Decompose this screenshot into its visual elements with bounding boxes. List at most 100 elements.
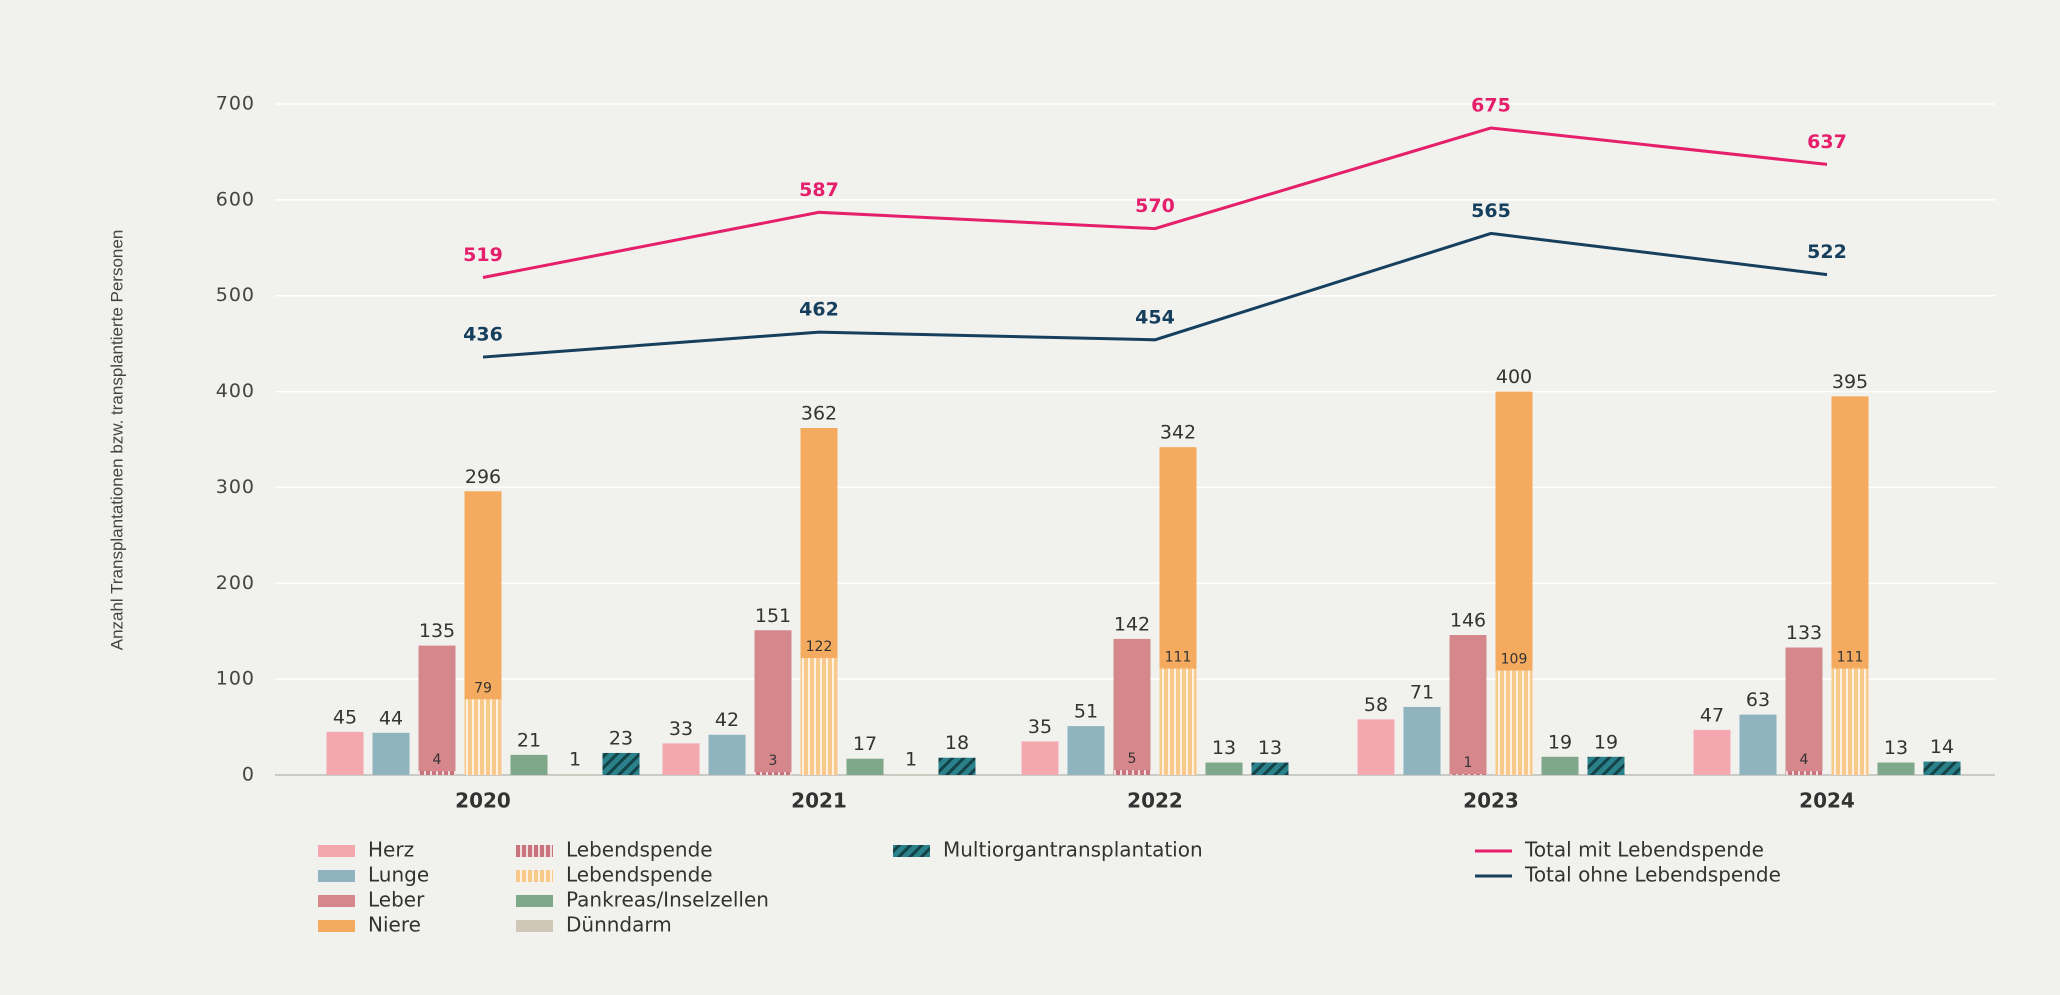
bar xyxy=(754,630,792,775)
data-label: 18 xyxy=(945,732,969,754)
data-label: 23 xyxy=(609,727,633,749)
bar xyxy=(1067,726,1105,775)
living-donation-label: 5 xyxy=(1128,751,1137,767)
living-donation-bar xyxy=(1831,668,1869,775)
living-donation-bar xyxy=(1495,670,1533,775)
x-tick-label: 2024 xyxy=(1799,789,1855,813)
data-label: 1 xyxy=(905,749,917,771)
legend-label: Total mit Lebendspende xyxy=(1524,838,1764,862)
line-label: 519 xyxy=(463,244,503,266)
living-donation-label: 4 xyxy=(1800,752,1809,768)
line-label: 565 xyxy=(1471,200,1511,222)
data-label: 33 xyxy=(669,718,693,740)
data-label: 400 xyxy=(1496,366,1532,388)
y-tick-label: 300 xyxy=(216,476,255,498)
legend-swatch xyxy=(516,920,553,932)
legend-label: Dünndarm xyxy=(566,913,672,937)
bar xyxy=(938,757,976,775)
bar xyxy=(1587,756,1625,775)
line-label: 436 xyxy=(463,324,503,346)
bar xyxy=(662,743,700,775)
data-label: 1 xyxy=(569,749,581,771)
living-donation-bar xyxy=(800,658,838,775)
data-label: 342 xyxy=(1160,422,1196,444)
living-donation-bar xyxy=(418,771,456,775)
bar xyxy=(1251,762,1289,775)
data-label: 133 xyxy=(1786,622,1822,644)
bar xyxy=(1693,729,1731,775)
x-tick-label: 2020 xyxy=(455,789,511,813)
bar xyxy=(892,774,930,775)
legend-swatch xyxy=(318,895,355,907)
legend-label: Total ohne Lebendspende xyxy=(1524,863,1781,887)
living-donation-bar xyxy=(1113,770,1151,775)
data-label: 395 xyxy=(1832,371,1868,393)
line-label: 570 xyxy=(1135,195,1175,217)
legend-label: Herz xyxy=(368,838,414,862)
data-label: 19 xyxy=(1548,731,1572,753)
legend-label: Multiorgantransplantation xyxy=(943,838,1203,862)
data-label: 51 xyxy=(1074,701,1098,723)
bar xyxy=(1403,706,1441,775)
data-label: 13 xyxy=(1258,737,1282,759)
y-tick-label: 500 xyxy=(216,284,255,306)
x-tick-label: 2021 xyxy=(791,789,847,813)
living-donation-bar xyxy=(1785,771,1823,775)
living-donation-label: 3 xyxy=(769,753,778,769)
legend-swatch xyxy=(516,895,553,907)
legend-label: Pankreas/Inselzellen xyxy=(566,888,769,912)
legend-swatch xyxy=(318,870,355,882)
line-label: 675 xyxy=(1471,94,1511,116)
line-label: 522 xyxy=(1807,241,1847,263)
data-label: 17 xyxy=(853,733,877,755)
data-label: 142 xyxy=(1114,613,1150,635)
data-label: 135 xyxy=(419,620,455,642)
data-label: 296 xyxy=(465,466,501,488)
x-tick-label: 2023 xyxy=(1463,789,1519,813)
legend-swatch xyxy=(516,870,553,882)
living-donation-label: 109 xyxy=(1501,652,1528,668)
bar xyxy=(556,774,594,775)
legend-label: Leber xyxy=(368,888,425,912)
y-tick-label: 600 xyxy=(216,188,255,210)
y-tick-label: 700 xyxy=(216,93,255,115)
legend-swatch xyxy=(516,845,553,857)
line xyxy=(482,126,1828,279)
data-label: 13 xyxy=(1212,737,1236,759)
bar xyxy=(1205,762,1243,775)
bar xyxy=(602,752,640,775)
living-donation-label: 1 xyxy=(1464,755,1473,771)
line-label: 587 xyxy=(799,179,839,201)
living-donation-label: 122 xyxy=(806,639,833,655)
living-donation-bar xyxy=(754,772,792,775)
legend-label: Lebendspende xyxy=(566,863,713,887)
x-tick-label: 2022 xyxy=(1127,789,1183,813)
bar xyxy=(326,731,364,775)
living-donation-bar xyxy=(464,699,502,775)
line-label: 637 xyxy=(1807,131,1847,153)
legend-label: Niere xyxy=(368,913,421,937)
legend-swatch xyxy=(318,845,355,857)
bar xyxy=(372,732,410,775)
bar xyxy=(1923,761,1961,775)
data-label: 71 xyxy=(1410,681,1434,703)
y-tick-label: 200 xyxy=(216,572,255,594)
y-tick-label: 100 xyxy=(216,668,255,690)
data-label: 19 xyxy=(1594,731,1618,753)
y-tick-label: 400 xyxy=(216,380,255,402)
bar xyxy=(510,754,548,775)
living-donation-label: 111 xyxy=(1837,650,1864,666)
bar xyxy=(1785,647,1823,775)
data-label: 45 xyxy=(333,706,357,728)
bar xyxy=(1449,635,1487,775)
bar xyxy=(1877,762,1915,775)
data-label: 63 xyxy=(1746,689,1770,711)
bar xyxy=(1541,756,1579,775)
bar xyxy=(1739,714,1777,775)
bar xyxy=(708,734,746,775)
legend-swatch xyxy=(893,845,930,857)
y-axis-title: Anzahl Transplantationen bzw. transplant… xyxy=(107,230,126,651)
y-tick-label: 0 xyxy=(242,764,255,786)
data-label: 362 xyxy=(801,402,837,424)
